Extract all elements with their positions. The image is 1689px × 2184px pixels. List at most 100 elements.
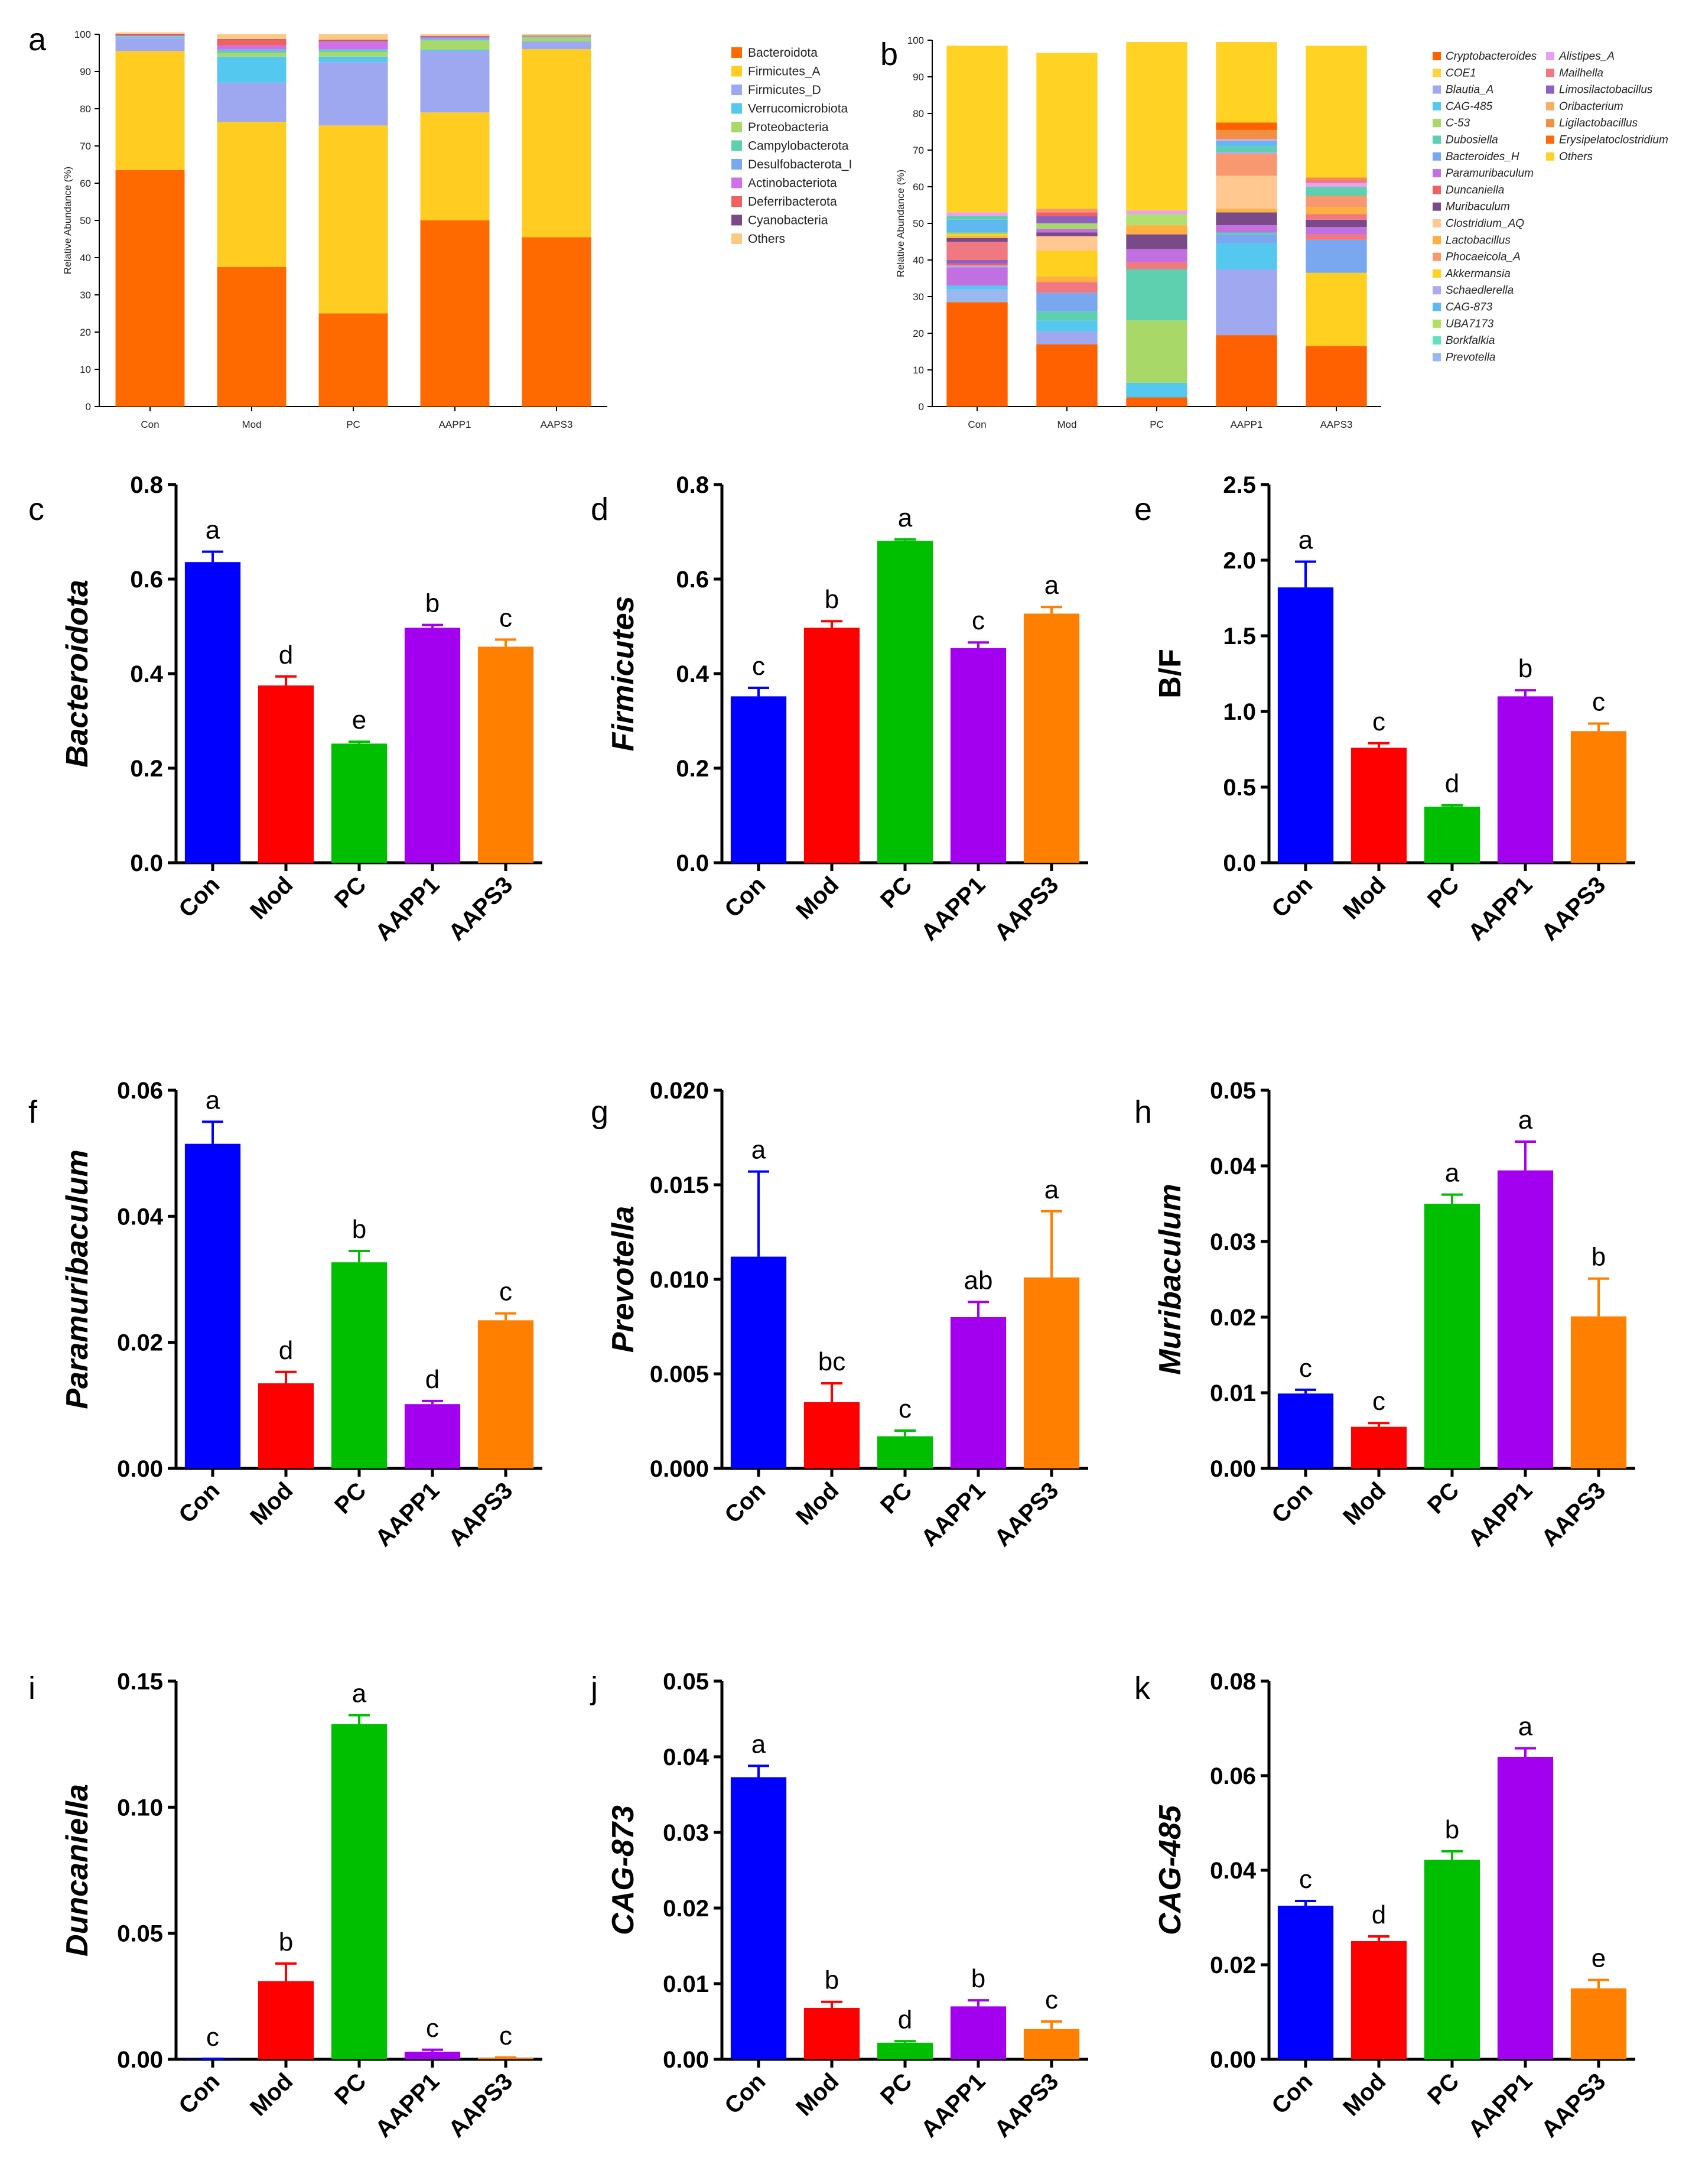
y-tick-label: 30 (80, 290, 91, 301)
y-tick-label: 0.005 (650, 1361, 709, 1387)
y-tick-label: 0.05 (663, 1669, 709, 1695)
x-tick-label: AAPP1 (1463, 2068, 1537, 2142)
legend-swatch (1433, 303, 1441, 311)
bar-segment-Muribaculum-AAPP1 (1216, 212, 1277, 226)
legend-swatch (731, 214, 742, 226)
bar-segment-Campylobacterota-Mod (217, 51, 287, 53)
x-tick-label: AAPS3 (444, 2068, 518, 2142)
bar-segment-Prevotella-Con (946, 289, 1008, 303)
bar-segment-CAG-873-AAPP1 (1216, 141, 1277, 147)
legend-swatch (1433, 353, 1441, 362)
bar-Con (730, 1256, 787, 1468)
panel-label-f: f (28, 1094, 38, 1130)
bar-segment-Campylobacterota-AAPS3 (522, 37, 591, 38)
significance-letter: a (751, 1136, 766, 1165)
legend-label: Ligilactobacillus (1559, 117, 1638, 129)
bar-segment-Mailhella-Mod (1036, 282, 1098, 293)
legend-swatch (731, 122, 742, 132)
significance-letter: a (1518, 1712, 1533, 1741)
y-tick-label: 80 (913, 108, 924, 119)
bar-segment-Mailhella-AAPS3 (1306, 234, 1367, 240)
y-tick-label: 0.010 (650, 1267, 709, 1293)
significance-letter: a (1518, 1106, 1533, 1135)
y-tick-label: 10 (80, 364, 91, 375)
chart-k: 0.00 0.02 0.04 0.06 0.08 CAG-485 c Con d Mod b PC a A… (1153, 1669, 1635, 2143)
bar-segment-Cryptobacteroides-AAPP1 (1216, 122, 1277, 130)
bar-segment-Verrucomicrobiota-AAPS3 (522, 41, 591, 42)
x-tick-label: AAPP1 (370, 1477, 444, 1551)
x-tick-label: AAPS3 (990, 2068, 1063, 2142)
bar-segment-Phocaeicola_A-Mod (1036, 209, 1098, 213)
bar-segment-Cryptobacteroides-Mod (1036, 344, 1098, 407)
y-tick-label: 0.0 (676, 850, 709, 876)
bar-segment-Others-AAPP1 (420, 34, 490, 37)
bar-segment-C-53-Con (946, 232, 1008, 235)
legend-swatch (1433, 69, 1441, 77)
bar-segment-Desulfobacterota_I-Mod (217, 49, 287, 51)
significance-letter: c (1592, 687, 1605, 716)
significance-letter: c (499, 2022, 512, 2050)
y-tick-label: 0.00 (663, 2047, 709, 2073)
x-tick-label: Con (174, 872, 224, 922)
bar-Con (184, 1143, 241, 1468)
bar-AAPS3 (1570, 1988, 1627, 2059)
y-tick-label: 0.00 (117, 1456, 163, 1482)
legend-label: Akkermansia (1445, 268, 1511, 280)
x-tick-label: Con (720, 872, 770, 922)
legend-label: Schaedlerella (1446, 284, 1514, 297)
legend-label: Others (1559, 151, 1593, 163)
legend-label: Mailhella (1559, 67, 1603, 79)
bar-segment-Akkermansia-Mod (1036, 251, 1098, 277)
legend-label: Actinobacteriota (748, 177, 837, 190)
bar-segment-Bacteroides_H-AAPP1 (1216, 234, 1277, 244)
bar-segment-Muribaculum-AAPS3 (1306, 219, 1367, 228)
legend-swatch (731, 233, 742, 244)
bar-segment-Schaedlerella-AAPP1 (1216, 152, 1277, 154)
bar-segment-Limosilactobacillus-Mod (1036, 216, 1098, 223)
legend-swatch (1433, 236, 1441, 245)
legend-swatch (1433, 269, 1441, 278)
bar-Mod (1350, 1941, 1407, 2059)
bar-segment-Firmicutes_D-AAPS3 (522, 41, 591, 50)
y-tick-label: 0.03 (1210, 1229, 1256, 1255)
panel-label-d: d (591, 492, 608, 527)
x-tick-label: AAPS3 (990, 1477, 1063, 1551)
bar-segment-Bacteroides_H-Mod (1036, 292, 1098, 311)
x-tick-label: PC (1423, 1477, 1464, 1519)
bar-AAPS3 (1570, 731, 1627, 863)
bar-Con (1277, 1906, 1334, 2059)
y-tick-label: 80 (80, 103, 91, 115)
x-tick-label: Con (1267, 1477, 1317, 1528)
significance-letter: b (279, 1928, 293, 1956)
significance-letter: a (206, 1086, 220, 1114)
bar-AAPP1 (950, 2006, 1007, 2059)
chart-b: 0 10 20 30 40 50 60 70 80 90 100 Relative Abundance… (895, 35, 1668, 430)
bar-AAPP1 (404, 628, 461, 863)
x-tick-label: Mod (245, 872, 298, 924)
bar-segment-CAG-873-Con (946, 219, 1008, 233)
bar-segment-Cryptobacteroides-PC (1126, 397, 1187, 407)
y-tick-label: 0.015 (650, 1172, 709, 1198)
bar-Mod (1350, 1426, 1407, 1468)
x-tick-label: Con (174, 2068, 224, 2119)
y-axis-label: Duncaniella (60, 1784, 95, 1956)
y-tick-label: 0.06 (1210, 1763, 1256, 1789)
x-tick-label: PC (1423, 872, 1464, 913)
legend-swatch (1546, 85, 1554, 94)
bar-segment-Deferribacterota-PC (318, 40, 388, 42)
bar-segment-Others-AAPS3 (1306, 46, 1367, 178)
bar-Con (1277, 1393, 1334, 1468)
significance-letter: c (1372, 707, 1385, 736)
x-tick-label: AAPP1 (1463, 872, 1537, 945)
legend-swatch (1433, 85, 1441, 94)
bar-segment-Bacteroides_H-AAPS3 (1306, 239, 1367, 273)
chart-g: 0.000 0.005 0.010 0.015 0.020 Prevotella a Con b… (606, 1078, 1088, 1552)
bar-segment-Bacteroidota-AAPS3 (522, 237, 591, 407)
bar-segment-CAG-485-PC (1126, 382, 1187, 398)
bar-segment-Cryptobacteroides-AAPS3 (1306, 346, 1367, 407)
bar-segment-Bacteroidota-PC (318, 313, 388, 407)
significance-letter: bc (818, 1347, 845, 1376)
bar-segment-Lactobacillus-PC (1126, 225, 1187, 235)
x-tick-label: AAPS3 (444, 872, 518, 945)
bar-segment-Others-PC (1126, 42, 1187, 211)
